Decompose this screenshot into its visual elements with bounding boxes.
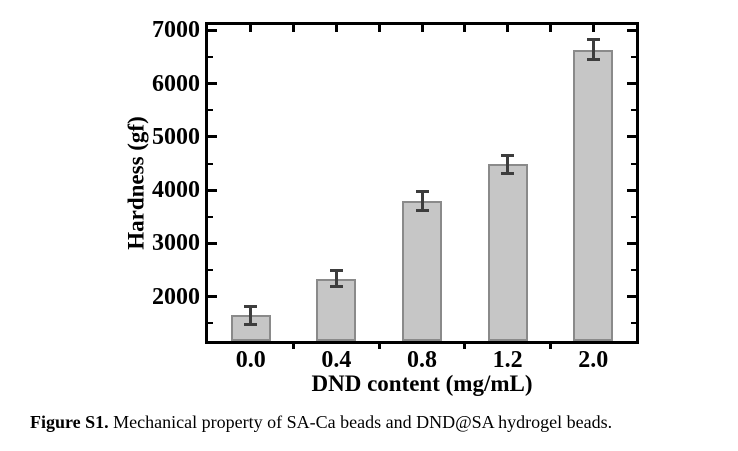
x-tick-label: 0.0 <box>235 347 266 373</box>
error-cap-top-0.4 <box>329 269 343 273</box>
y-tick-label: 3000 <box>152 230 200 257</box>
y-tick-label: 7000 <box>152 17 200 44</box>
x-tick-label: 0.8 <box>407 347 437 373</box>
caption-label: Figure S1. <box>30 412 109 432</box>
y-minor-tick-right <box>631 162 636 165</box>
y-major-tick-right <box>627 241 636 245</box>
error-cap-bottom-0.4 <box>329 285 343 289</box>
caption-text: Mechanical property of SA-Ca beads and D… <box>108 412 613 432</box>
bar-1.2 <box>487 164 528 341</box>
y-minor-tick-right <box>631 109 636 112</box>
error-bar-2.0 <box>591 39 595 60</box>
error-bar-0.8 <box>420 191 424 211</box>
x-tick-label: 2.0 <box>578 347 609 373</box>
x-tick-label: 0.4 <box>321 347 352 373</box>
y-major-tick-right <box>627 188 636 192</box>
x-top-tick <box>420 25 424 32</box>
y-minor-tick <box>208 55 213 58</box>
error-bar-0.0 <box>249 306 253 325</box>
x-bottom-tick <box>463 344 467 349</box>
x-top-tick <box>334 25 338 32</box>
plot-area <box>205 22 639 344</box>
error-cap-top-0.8 <box>415 190 429 194</box>
bar-0.8 <box>402 201 442 341</box>
error-cap-top-2.0 <box>586 37 600 41</box>
y-major-tick <box>208 28 217 32</box>
y-major-tick-right <box>627 28 636 32</box>
x-tick-label: 1.2 <box>492 347 523 373</box>
error-cap-bottom-0.0 <box>244 322 258 326</box>
y-tick-label: 4000 <box>152 177 200 204</box>
x-top-tick <box>377 25 381 32</box>
y-minor-tick <box>208 109 213 112</box>
y-minor-tick-right <box>631 269 636 272</box>
y-minor-tick-right <box>631 215 636 218</box>
error-cap-top-1.2 <box>501 153 515 157</box>
x-bottom-tick <box>377 344 381 349</box>
y-minor-tick <box>208 215 213 218</box>
y-tick-label: 6000 <box>152 70 200 97</box>
y-tick-label: 5000 <box>152 123 200 150</box>
y-major-tick-right <box>627 82 636 86</box>
y-major-tick <box>208 295 217 299</box>
y-minor-tick-right <box>631 55 636 58</box>
x-top-tick <box>463 25 467 32</box>
figure-caption: Figure S1. Mechanical property of SA-Ca … <box>30 411 730 434</box>
y-minor-tick <box>208 322 213 325</box>
y-minor-tick <box>208 269 213 272</box>
y-major-tick <box>208 135 217 139</box>
y-minor-tick <box>208 162 213 165</box>
error-cap-bottom-1.2 <box>501 171 515 175</box>
x-top-tick <box>292 25 296 32</box>
error-cap-bottom-0.8 <box>415 209 429 213</box>
bar-2.0 <box>573 49 614 341</box>
x-bottom-tick <box>292 344 296 349</box>
x-top-tick <box>249 25 253 32</box>
y-minor-tick-right <box>631 322 636 325</box>
error-bar-1.2 <box>506 155 510 174</box>
error-cap-top-0.0 <box>244 304 258 308</box>
x-top-tick <box>548 25 552 32</box>
y-major-tick <box>208 82 217 86</box>
x-axis-title: DND content (mg/mL) <box>311 371 533 396</box>
bar-0.4 <box>316 278 357 341</box>
y-major-tick <box>208 241 217 245</box>
y-tick-label: 2000 <box>152 283 200 310</box>
y-major-tick-right <box>627 135 636 139</box>
error-cap-bottom-2.0 <box>586 58 600 62</box>
x-bottom-tick <box>548 344 552 349</box>
x-top-tick <box>591 25 595 32</box>
x-top-tick <box>506 25 510 32</box>
y-major-tick-right <box>627 295 636 299</box>
error-bar-0.4 <box>334 270 338 287</box>
y-major-tick <box>208 188 217 192</box>
